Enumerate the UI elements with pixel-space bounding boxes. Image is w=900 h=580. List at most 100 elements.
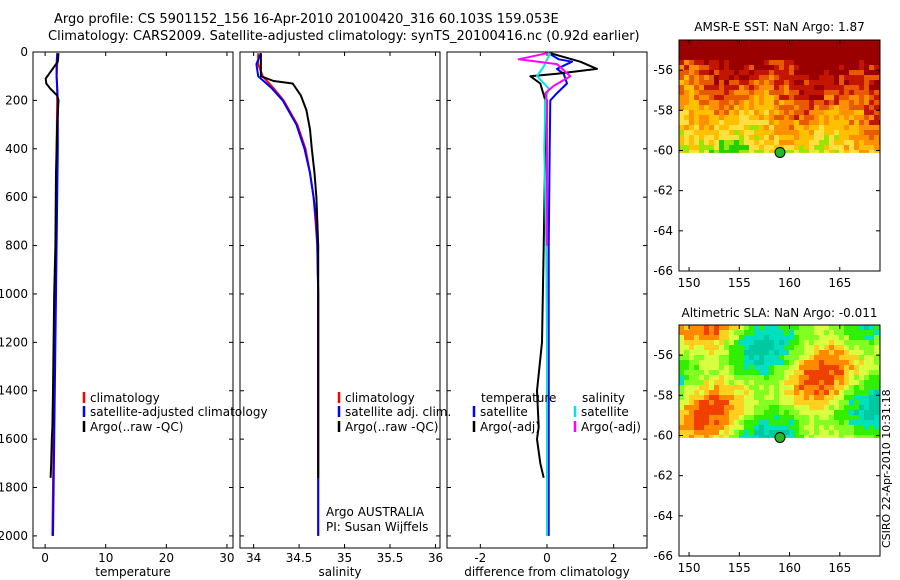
heatmap-cell: [769, 380, 775, 386]
heatmap-cell: [819, 330, 825, 336]
heatmap-cell: [694, 135, 700, 141]
heatmap-cell: [759, 120, 765, 126]
heatmap-cell: [679, 100, 685, 106]
heatmap-cell: [684, 350, 690, 356]
heatmap-cell: [869, 110, 875, 116]
heatmap-cell: [799, 60, 805, 66]
heatmap-cell: [759, 95, 765, 101]
heatmap-cell: [794, 105, 800, 111]
heatmap-cell: [719, 380, 725, 386]
heatmap-cell: [724, 120, 730, 126]
heatmap-cell: [744, 410, 750, 416]
heatmap-cell: [744, 80, 750, 86]
heatmap-cell: [854, 80, 860, 86]
heatmap-cell: [694, 410, 700, 416]
heatmap-cell: [744, 130, 750, 136]
heatmap-cell: [699, 375, 705, 381]
heatmap-cell: [819, 115, 825, 121]
heatmap-cell: [684, 405, 690, 411]
heatmap-cell: [824, 360, 830, 366]
heatmap-cell: [819, 45, 825, 51]
plot-frame-0: [32, 51, 234, 549]
heatmap-cell: [784, 365, 790, 371]
heatmap-cell: [824, 40, 830, 46]
heatmap-cell: [694, 85, 700, 91]
heatmap-cell: [799, 80, 805, 86]
heatmap-cell: [799, 380, 805, 386]
heatmap-cell: [769, 140, 775, 146]
map-title-1: Altimetric SLA: NaN Argo: -0.011: [681, 306, 877, 320]
heatmap-cell: [849, 115, 855, 121]
heatmap-cell: [819, 95, 825, 101]
heatmap-cell: [859, 395, 865, 401]
heatmap-cell: [819, 60, 825, 66]
heatmap-cell: [849, 380, 855, 386]
heatmap-cell: [694, 325, 700, 331]
heatmap-cell: [719, 45, 725, 51]
heatmap-cell: [789, 60, 795, 66]
heatmap-cell: [684, 60, 690, 66]
heatmap-cell: [679, 135, 685, 141]
heatmap-cell: [819, 325, 825, 331]
heatmap-cell: [849, 100, 855, 106]
heatmap-cell: [859, 70, 865, 76]
heatmap-cell: [704, 50, 710, 56]
heatmap-cell: [714, 350, 720, 356]
heatmap-cell: [739, 395, 745, 401]
heatmap-cell: [679, 75, 685, 81]
heatmap-cell: [814, 130, 820, 136]
heatmap-cell: [769, 105, 775, 111]
heatmap-cell: [679, 95, 685, 101]
heatmap-cell: [734, 360, 740, 366]
heatmap-cell: [759, 415, 765, 421]
heatmap-cell: [829, 105, 835, 111]
heatmap-cell: [874, 335, 880, 341]
heatmap-cell: [714, 330, 720, 336]
heatmap-cell: [849, 385, 855, 391]
heatmap-cell: [724, 390, 730, 396]
heatmap-cell: [714, 325, 720, 331]
x-tick-label: 30: [219, 551, 234, 565]
heatmap-cell: [809, 335, 815, 341]
heatmap-cell: [704, 45, 710, 51]
heatmap-cell: [809, 345, 815, 351]
heatmap-cell: [859, 130, 865, 136]
annotation-institution: Argo AUSTRALIA: [326, 505, 425, 519]
map-y-tick-label: -56: [653, 63, 673, 77]
heatmap-cell: [689, 370, 695, 376]
heatmap-cell: [844, 100, 850, 106]
heatmap-cell: [719, 105, 725, 111]
heatmap-cell: [714, 395, 720, 401]
heatmap-cell: [734, 75, 740, 81]
heatmap-cell: [824, 405, 830, 411]
heatmap-cell: [834, 140, 840, 146]
heatmap-cell: [804, 375, 810, 381]
heatmap-cell: [794, 325, 800, 331]
heatmap-cell: [704, 375, 710, 381]
heatmap-cell: [839, 365, 845, 371]
legend-label-satellite: satellite-adjusted climatology: [90, 405, 268, 419]
heatmap-cell: [854, 120, 860, 126]
heatmap-cell: [719, 90, 725, 96]
heatmap-cell: [839, 415, 845, 421]
heatmap-cell: [779, 140, 785, 146]
heatmap-cell: [754, 130, 760, 136]
heatmap-cell: [839, 385, 845, 391]
heatmap-cell: [709, 145, 715, 151]
heatmap-cell: [774, 405, 780, 411]
heatmap-cell: [764, 130, 770, 136]
heatmap-cell: [754, 390, 760, 396]
heatmap-cell: [759, 65, 765, 71]
heatmap-cell: [749, 355, 755, 361]
heatmap-cell: [869, 120, 875, 126]
heatmap-cell: [699, 395, 705, 401]
heatmap-cell: [784, 70, 790, 76]
heatmap-cell: [854, 395, 860, 401]
heatmap-cell: [809, 395, 815, 401]
heatmap-cell: [804, 330, 810, 336]
heatmap-cell: [729, 40, 735, 46]
heatmap-cell: [789, 75, 795, 81]
heatmap-cell: [849, 120, 855, 126]
heatmap-cell: [804, 415, 810, 421]
heatmap-cell: [864, 355, 870, 361]
